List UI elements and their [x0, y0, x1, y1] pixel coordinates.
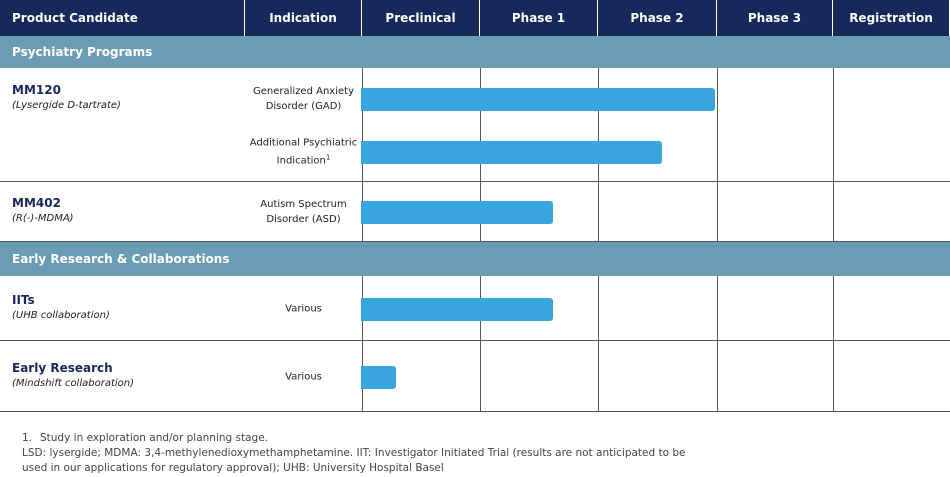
footnote-text: Study in exploration and/or planning sta…: [40, 432, 269, 444]
row-divider: [0, 241, 950, 242]
progress-bar: [361, 141, 662, 164]
grid-line: [717, 182, 718, 242]
section-title: Psychiatry Programs: [0, 36, 950, 68]
grid-line: [480, 341, 481, 412]
grid-line: [480, 68, 481, 182]
header-cell: Phase 1: [480, 0, 598, 36]
footnote-number: 1.: [22, 432, 33, 444]
grid-line: [598, 341, 599, 412]
candidate-subtitle: (UHB collaboration): [12, 309, 110, 321]
candidate-name: IITs: [12, 292, 35, 307]
indication: Various: [245, 369, 362, 384]
grid-line: [717, 276, 718, 341]
indication-line: Indication: [276, 155, 326, 167]
candidate-subtitle: (Lysergide D-tartrate): [12, 100, 121, 111]
indication: Additional Psychiatric Indication1: [245, 135, 362, 168]
grid-line: [598, 68, 599, 182]
footnote-line: used in our applications for regulatory …: [22, 462, 444, 474]
row-divider: [0, 411, 950, 412]
header-cell: Product Candidate: [0, 0, 245, 36]
progress-bar: [361, 88, 715, 111]
progress-bar: [361, 297, 554, 321]
indication-line: Various: [285, 371, 322, 382]
progress-bar: [361, 201, 554, 224]
row-divider: [0, 340, 950, 341]
grid-line: [833, 68, 834, 182]
footnote-line: LSD: lysergide; MDMA: 3,4-methylenedioxy…: [22, 447, 686, 459]
candidate-name: MM402: [12, 196, 61, 210]
indication-line: Additional Psychiatric: [249, 137, 358, 149]
indication-line: Various: [285, 303, 322, 314]
indication: Various: [245, 301, 362, 316]
header-cell: Indication: [245, 0, 362, 36]
indication-line: Disorder (GAD): [265, 101, 342, 112]
candidate-name: MM120: [12, 83, 61, 97]
grid-line: [833, 182, 834, 242]
grid-line: [362, 68, 363, 182]
indication-line: Autism Spectrum: [260, 199, 347, 210]
grid-line: [717, 68, 718, 182]
candidate-subtitle: (Mindshift collaboration): [12, 377, 135, 389]
header-cell: Phase 3: [717, 0, 833, 36]
header-cell: Phase 2: [598, 0, 717, 36]
indication: Generalized Anxiety Disorder (GAD): [245, 84, 362, 114]
grid-line: [598, 276, 599, 341]
indication-line: Disorder (ASD): [266, 214, 341, 225]
grid-line: [833, 276, 834, 341]
footnote-ref: 1: [325, 153, 331, 162]
header-cell: Registration: [833, 0, 950, 36]
section-title: Early Research & Collaborations: [0, 242, 950, 276]
candidate-name: Early Research: [12, 360, 113, 375]
progress-bar: [361, 365, 397, 389]
row-divider: [0, 181, 950, 182]
indication-line: Generalized Anxiety: [253, 86, 354, 97]
candidate-subtitle: (R(-)-MDMA): [12, 213, 74, 224]
header-cell: Preclinical: [362, 0, 480, 36]
grid-line: [717, 341, 718, 412]
grid-line: [598, 182, 599, 242]
indication: Autism Spectrum Disorder (ASD): [245, 197, 362, 227]
grid-line: [833, 341, 834, 412]
